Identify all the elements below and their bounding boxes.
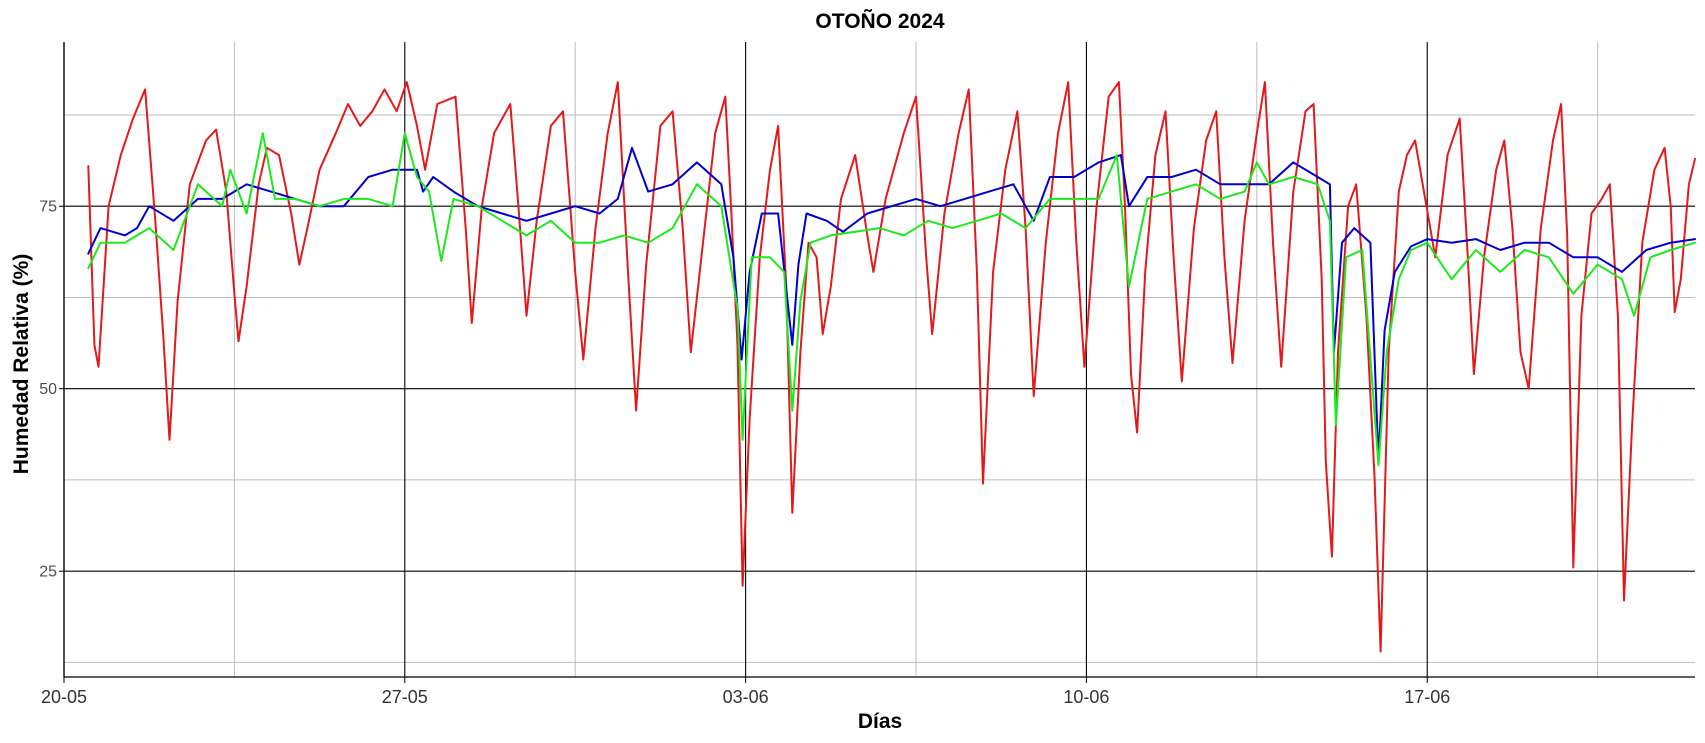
axes: 25 50 75 20-05 27-05 03-06 10-06 17-06 (39, 42, 1695, 707)
series-line-3 (87, 132, 1696, 467)
x-axis-title: Días (858, 710, 902, 733)
x-tick-label: 20-05 (41, 687, 87, 707)
x-tick-label: 10-06 (1063, 687, 1109, 707)
x-tick-label: 17-06 (1404, 687, 1450, 707)
x-tick-label: 03-06 (723, 687, 769, 707)
series-line-2 (87, 146, 1696, 463)
chart-title: OTOÑO 2024 (815, 10, 944, 33)
series-line-1 (87, 81, 1696, 653)
y-tick-label: 50 (39, 381, 57, 398)
y-axis-title: Humedad Relativa (%) (10, 254, 33, 475)
y-tick-label: 25 (39, 564, 57, 581)
x-tick-label: 27-05 (382, 687, 428, 707)
series-lines (87, 81, 1696, 653)
y-tick-label: 75 (39, 199, 57, 216)
